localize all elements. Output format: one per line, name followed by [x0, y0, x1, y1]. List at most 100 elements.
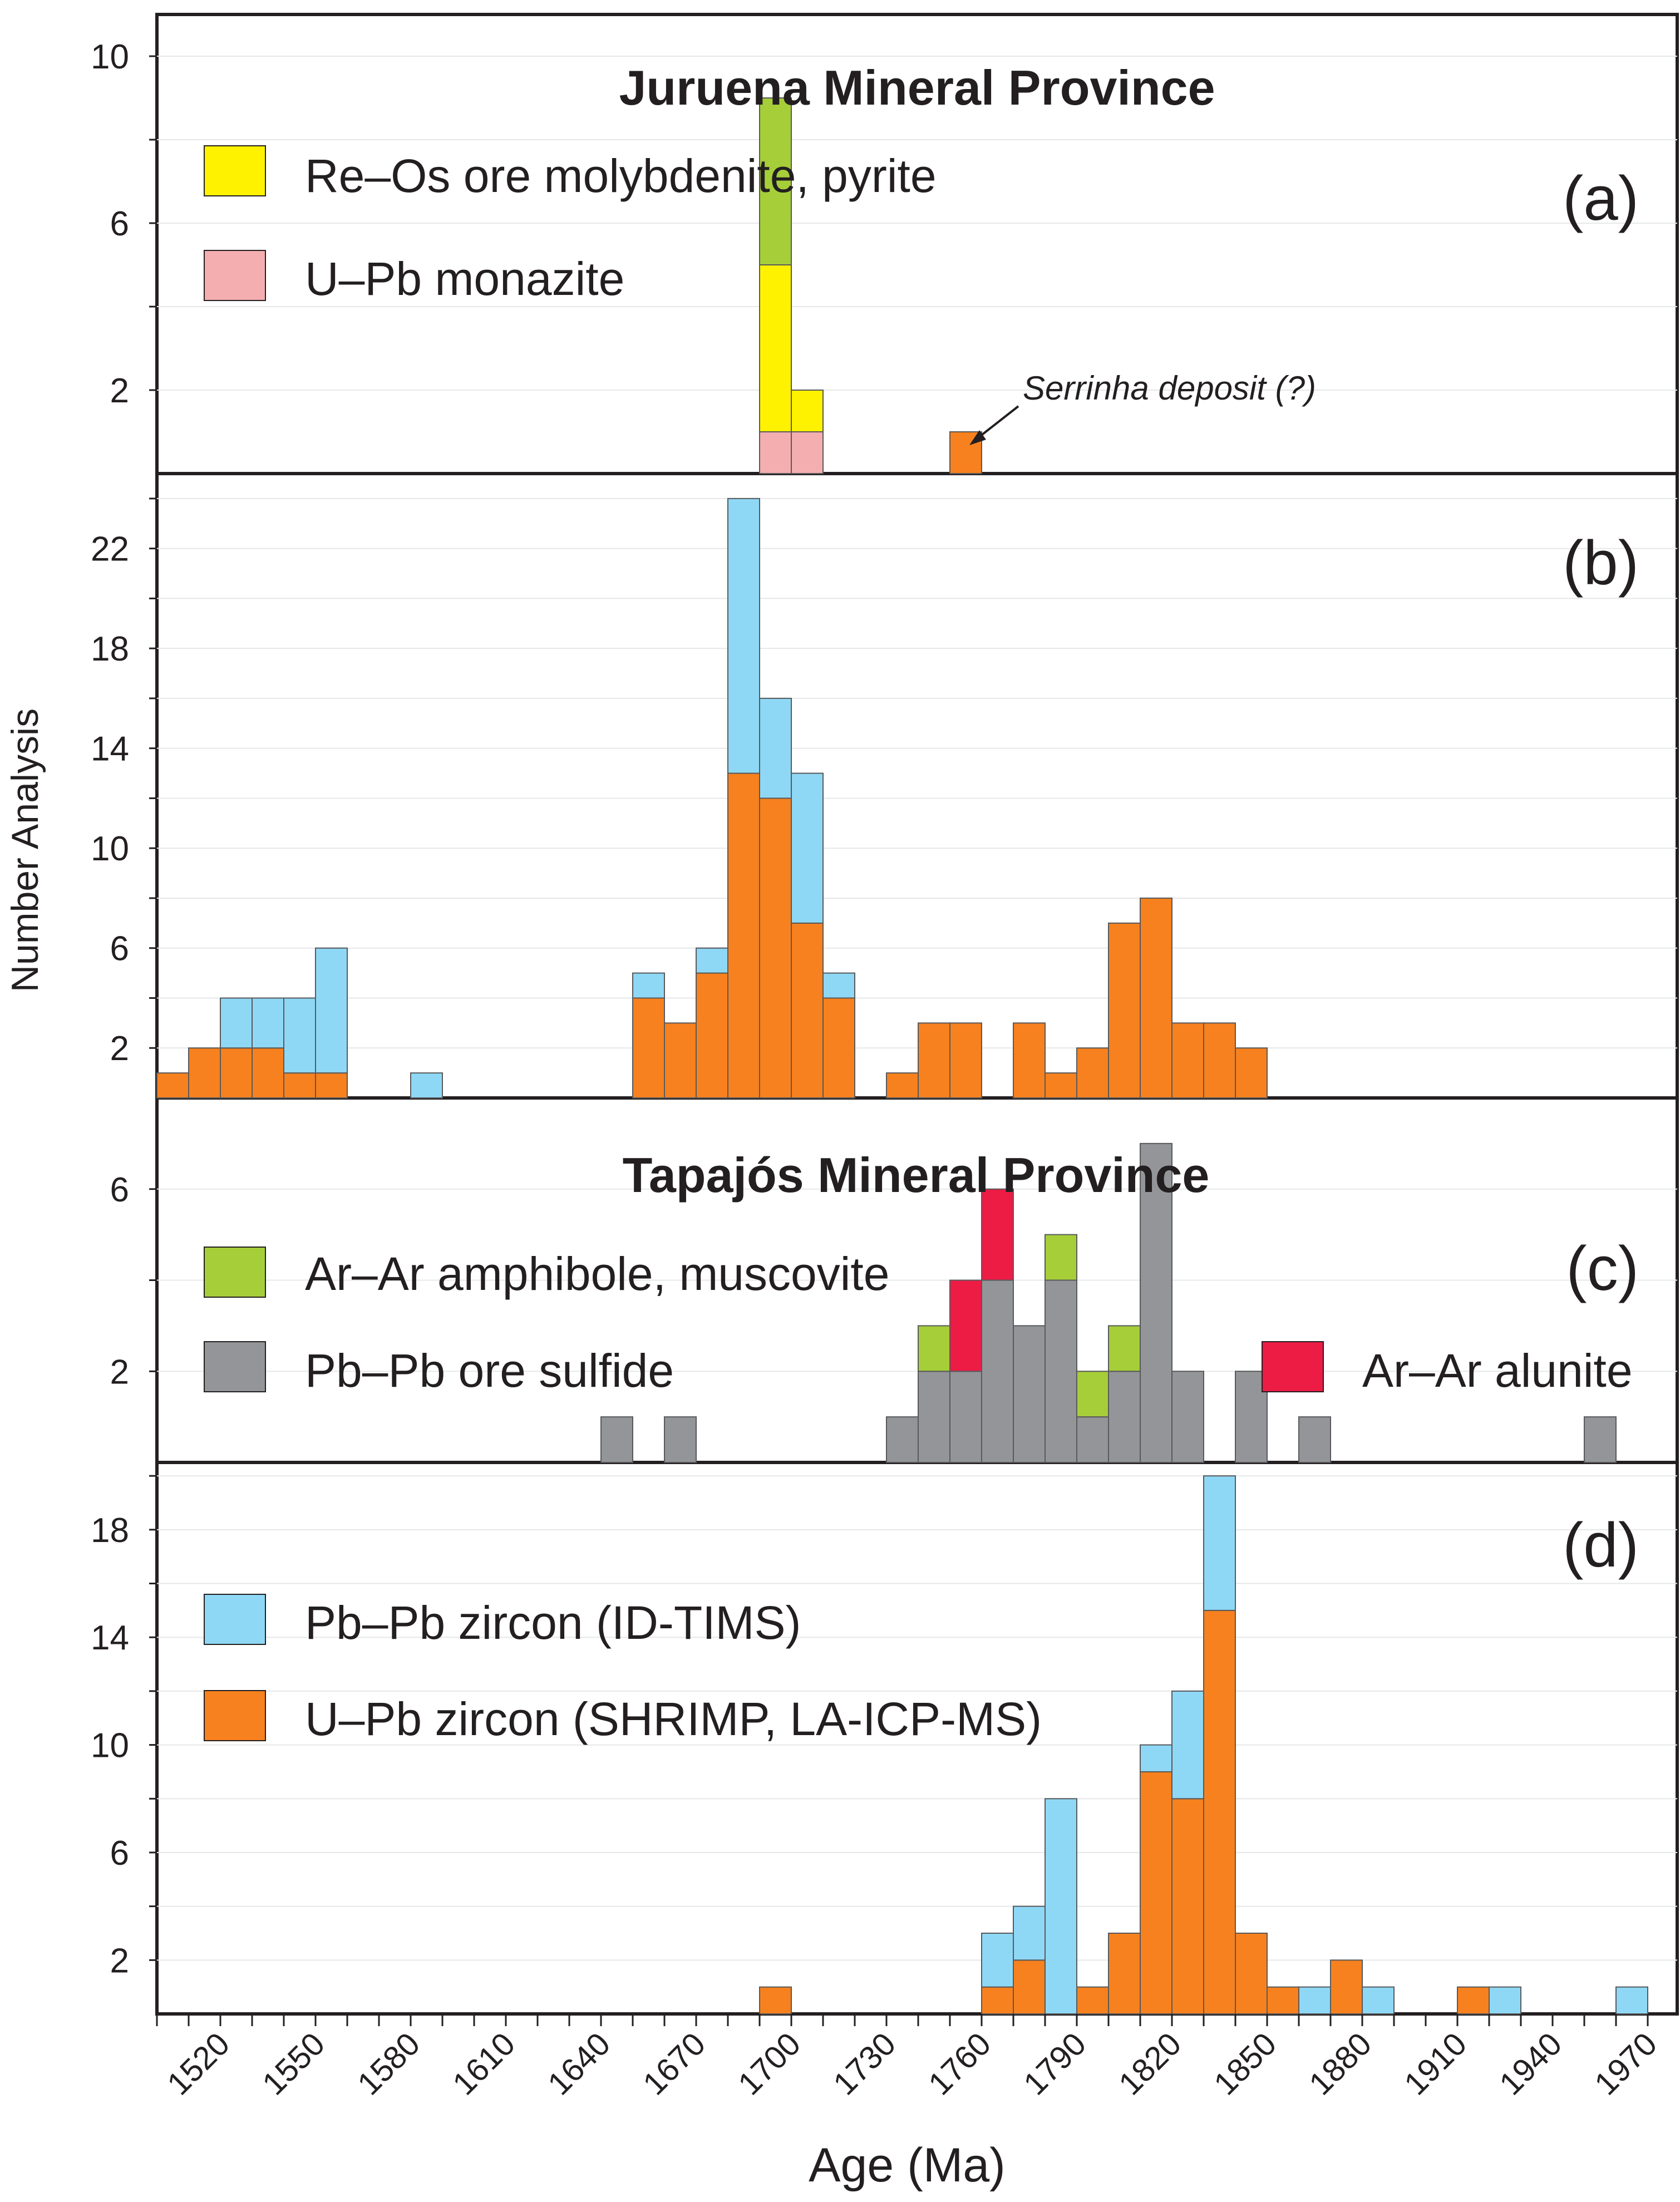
x-tick-label: 1670 — [636, 2026, 712, 2102]
grid-lines — [157, 56, 1677, 1961]
histogram-bar — [1267, 1986, 1299, 2014]
panel-b-label: (b) — [1563, 528, 1639, 598]
histogram-bar — [1045, 1798, 1077, 2015]
legend-swatch-upb-zircon — [204, 1690, 266, 1741]
histogram-bar — [949, 1371, 982, 1463]
histogram-bar — [1140, 1771, 1172, 2014]
legend-swatch-pbpb-zircon — [204, 1594, 266, 1645]
annotation-serrinha-text: Serrinha deposit (?) — [1023, 370, 1316, 407]
x-tick-label: 1820 — [1112, 2026, 1188, 2102]
histogram-bar — [220, 997, 253, 1049]
x-tick-label: 1550 — [255, 2026, 332, 2102]
histogram-bar — [252, 1047, 284, 1098]
histogram-bar — [315, 947, 348, 1074]
legend-label-monazite: U–Pb monazite — [305, 253, 624, 305]
y-tick-label: 14 — [91, 730, 129, 769]
x-axis-ticks: 1520 1550 1580 1610 1640 1670 1700 1730 1760 1790… — [156, 2014, 1664, 2102]
x-tick-label: 1580 — [351, 2026, 427, 2102]
histogram-bar — [1045, 1279, 1077, 1463]
y-tick-label: 6 — [110, 930, 129, 968]
y-tick-label: 2 — [110, 372, 129, 410]
y-tick-label: 2 — [110, 1942, 129, 1980]
y-tick-label: 22 — [91, 530, 129, 569]
histogram-bar — [886, 1072, 919, 1098]
histogram-bar — [1108, 1325, 1141, 1372]
histogram-bar — [632, 997, 665, 1098]
histogram-bar — [1076, 1416, 1109, 1463]
legend-panel-a: Re–Os ore molybdenite, pyrite U–Pb monaz… — [204, 145, 937, 305]
x-tick-label: 1910 — [1397, 2026, 1474, 2102]
y-tick-label: 2 — [110, 1353, 129, 1391]
histogram-bar — [981, 1932, 1014, 1988]
histogram-bar — [949, 1279, 982, 1372]
histogram-bar — [188, 1047, 221, 1098]
x-tick-label: 1970 — [1588, 2026, 1664, 2102]
histogram-bar — [1013, 1905, 1046, 1961]
histogram-bar — [696, 972, 728, 1098]
histogram-bar — [759, 431, 792, 474]
histogram-bar — [759, 264, 792, 432]
histogram-bar — [791, 772, 824, 924]
legend-swatch-arar-alunite — [1262, 1341, 1324, 1392]
panel-a-label: (a) — [1563, 164, 1639, 233]
histogram-bar — [1171, 1798, 1204, 2015]
histogram-bar — [1140, 897, 1172, 1098]
x-axis-title: Age (Ma) — [809, 2139, 1006, 2192]
annotation-arrow-head — [969, 430, 986, 445]
annotation-serrinha: Serrinha deposit (?) — [969, 370, 1316, 445]
y-axis-title: Number Analysis — [4, 708, 46, 992]
histogram-bar — [822, 997, 855, 1098]
legend-label-pbpb-sulfide: Pb–Pb ore sulfide — [305, 1344, 674, 1397]
histogram-bar — [1140, 1744, 1172, 1772]
histogram-bar — [981, 1188, 1014, 1281]
histogram-bar — [1298, 1416, 1331, 1463]
histogram-bar — [1108, 922, 1141, 1098]
histogram-bar — [1013, 1325, 1046, 1463]
histogram-bar — [252, 997, 284, 1049]
histogram-bar — [759, 697, 792, 799]
histogram-bar — [759, 97, 792, 265]
histogram-bar — [759, 1986, 792, 2014]
histogram-bar — [822, 972, 855, 999]
histogram-bar — [1584, 1416, 1617, 1463]
y-tick-label: 18 — [91, 1511, 129, 1550]
histogram-bar — [1203, 1022, 1236, 1098]
legend-label-arar-amph: Ar–Ar amphibole, muscovite — [305, 1248, 889, 1300]
histogram-bar — [1076, 1047, 1109, 1098]
histogram-bar — [1235, 1932, 1268, 2014]
legend-swatch-reos — [204, 145, 266, 196]
y-tick-label: 2 — [110, 1029, 129, 1068]
histogram-bar — [1171, 1371, 1204, 1463]
x-tick-label: 1850 — [1207, 2026, 1283, 2102]
histogram-bar — [759, 797, 792, 1098]
x-tick-label: 1520 — [160, 2026, 237, 2102]
histogram-bar — [791, 431, 824, 474]
x-tick-label: 1700 — [731, 2026, 807, 2102]
y-tick-label: 10 — [91, 1727, 129, 1765]
histogram-bar — [981, 1279, 1014, 1463]
histogram-bar — [1013, 1959, 1046, 2015]
legend-swatch-arar-amph — [204, 1247, 266, 1298]
y-tick-label: 6 — [110, 1834, 129, 1873]
y-tick-label: 6 — [110, 205, 129, 243]
panel-c-title: Tapajós Mineral Province — [623, 1147, 1210, 1203]
histogram-bar — [600, 1416, 633, 1463]
panel-c-label: (c) — [1566, 1234, 1639, 1303]
histogram-bar — [918, 1022, 950, 1098]
histogram-bar — [1203, 1475, 1236, 1611]
histogram-bar — [1108, 1371, 1141, 1463]
histogram-bar — [632, 972, 665, 999]
histogram-bar — [1171, 1690, 1204, 1800]
y-tick-label: 6 — [110, 1171, 129, 1209]
x-tick-label: 1790 — [1017, 2026, 1093, 2102]
x-tick-label: 1730 — [826, 2026, 903, 2102]
histogram-bar — [918, 1371, 950, 1463]
histogram-bar — [1045, 1072, 1077, 1098]
histogram-bar — [1076, 1986, 1109, 2014]
histogram-bar — [1235, 1047, 1268, 1098]
histogram-bar — [1045, 1234, 1077, 1281]
histogram-bar — [283, 997, 316, 1074]
histogram-bar — [981, 1986, 1014, 2014]
histogram-bar — [315, 1072, 348, 1098]
x-tick-label: 1760 — [922, 2026, 998, 2102]
